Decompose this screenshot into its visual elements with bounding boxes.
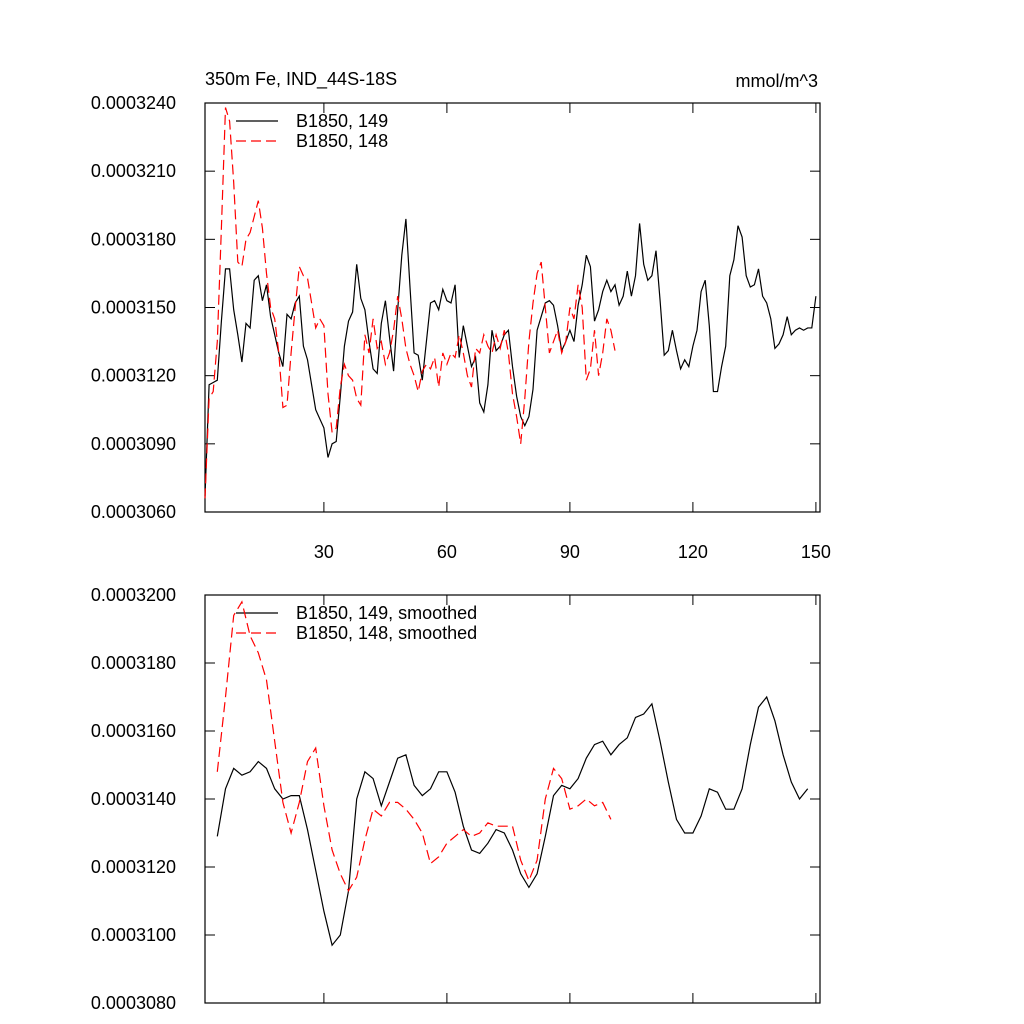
y-tick-label: 0.0003120 (91, 366, 176, 386)
y-tick-label: 0.0003240 (91, 93, 176, 113)
series-line (204, 218, 817, 497)
y-tick-label: 0.0003060 (91, 502, 176, 522)
x-tick-label: 30 (314, 542, 334, 562)
series-line (216, 600, 612, 893)
y-tick-label: 0.0003200 (91, 585, 176, 605)
x-tick-label: 90 (560, 542, 580, 562)
y-tick-label: 0.0003180 (91, 653, 176, 673)
y-tick-label: 0.0003100 (91, 925, 176, 945)
series-line (204, 107, 616, 499)
legend-label: B1850, 149, smoothed (296, 603, 477, 623)
y-tick-label: 0.0003180 (91, 229, 176, 249)
y-tick-label: 0.0003210 (91, 161, 176, 181)
y-tick-label: 0.0003080 (91, 993, 176, 1013)
y-tick-label: 0.0003120 (91, 857, 176, 877)
y-tick-label: 0.0003150 (91, 298, 176, 318)
plot-frame (204, 594, 821, 1004)
chart-title: 350m Fe, IND_44S-18S (205, 69, 397, 90)
x-tick-label: 150 (801, 542, 831, 562)
legend-label: B1850, 148 (296, 131, 388, 151)
y-tick-label: 0.0003090 (91, 434, 176, 454)
x-tick-label: 120 (678, 542, 708, 562)
legend-label: B1850, 148, smoothed (296, 623, 477, 643)
y-tick-label: 0.0003140 (91, 789, 176, 809)
x-tick-label: 60 (437, 542, 457, 562)
units-label: mmol/m^3 (736, 71, 818, 91)
legend-label: B1850, 149 (296, 111, 388, 131)
y-tick-label: 0.0003160 (91, 721, 176, 741)
series-line (216, 695, 809, 947)
